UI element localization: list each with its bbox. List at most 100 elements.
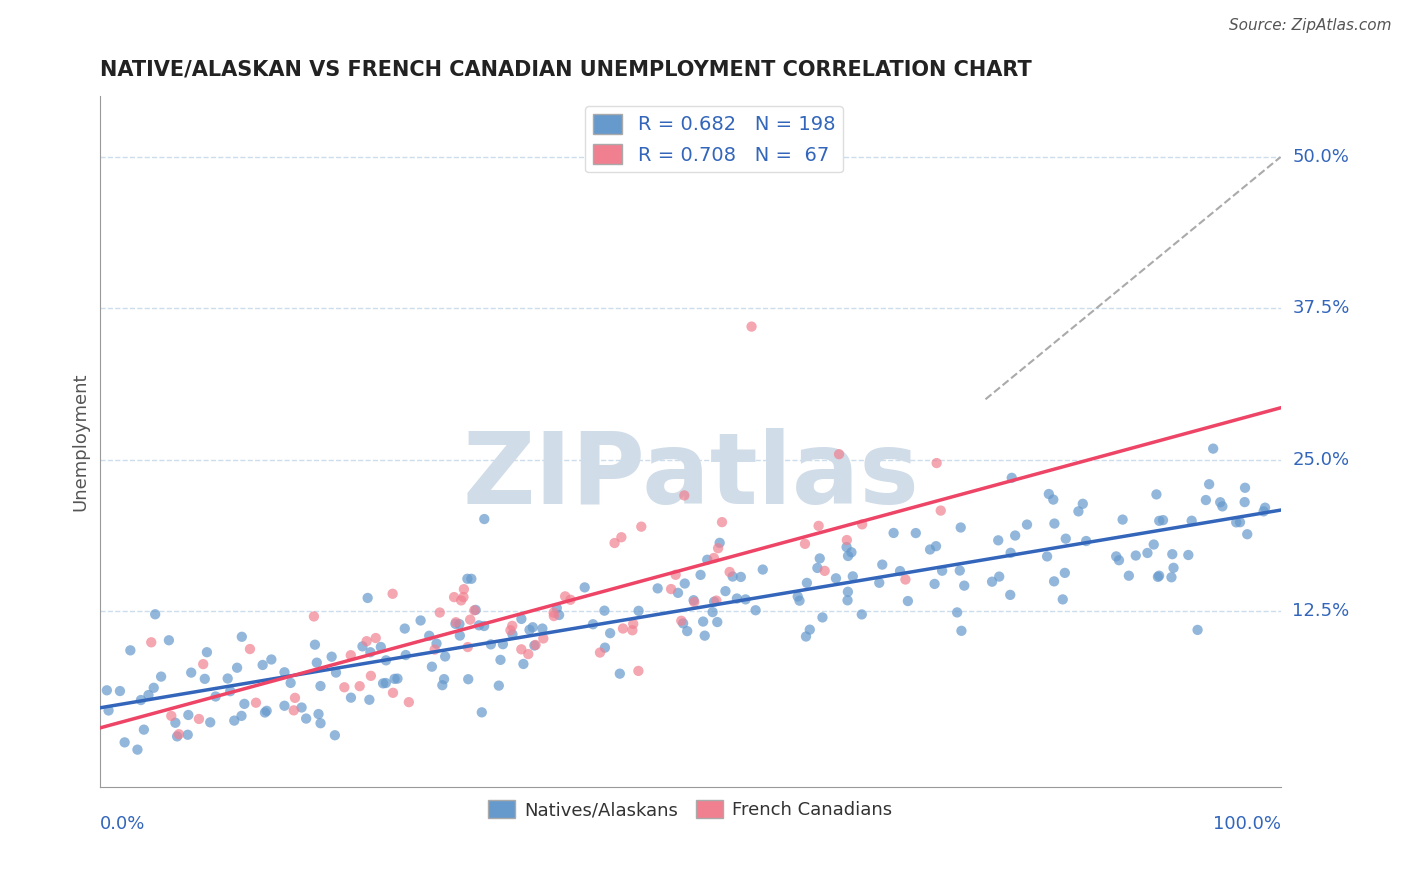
Point (1234, 481, 1257, 495)
Point (450, 593, 472, 607)
Point (1105, 549, 1128, 564)
Point (166, 730, 188, 744)
Point (837, 549, 859, 563)
Point (689, 568, 711, 582)
Point (273, 665, 295, 680)
Point (499, 624, 522, 638)
Point (546, 601, 568, 615)
Point (381, 686, 404, 700)
Point (120, 643, 142, 657)
Point (703, 551, 725, 566)
Point (1015, 517, 1038, 532)
Point (531, 632, 554, 646)
Point (245, 696, 267, 710)
Point (420, 659, 443, 673)
Point (799, 623, 821, 637)
Point (194, 672, 217, 686)
Y-axis label: Unemployment: Unemployment (72, 373, 89, 511)
Text: 12.5%: 12.5% (1292, 602, 1350, 620)
Point (195, 645, 218, 659)
Point (842, 569, 865, 583)
Point (96, 683, 118, 698)
Point (252, 657, 274, 672)
Point (460, 572, 482, 586)
Point (523, 639, 546, 653)
Point (709, 536, 731, 550)
Point (554, 590, 576, 604)
Point (253, 706, 276, 720)
Point (371, 676, 394, 690)
Point (304, 638, 326, 652)
Point (283, 703, 305, 717)
Point (1229, 515, 1251, 529)
Point (673, 488, 696, 502)
Text: 50.0%: 50.0% (1292, 148, 1350, 166)
Point (931, 564, 953, 578)
Point (224, 714, 246, 728)
Point (949, 520, 972, 534)
Point (352, 640, 374, 654)
Point (1042, 492, 1064, 507)
Point (256, 704, 278, 718)
Point (676, 624, 699, 639)
Point (825, 571, 848, 585)
Point (946, 606, 969, 620)
Point (1209, 495, 1232, 509)
Point (543, 609, 565, 624)
Point (471, 706, 494, 720)
Point (1143, 537, 1166, 551)
Point (308, 706, 330, 721)
Point (150, 670, 173, 684)
Point (665, 567, 688, 582)
Point (621, 624, 644, 638)
Point (359, 645, 381, 659)
Point (1118, 568, 1140, 582)
Point (808, 551, 831, 566)
Point (1198, 477, 1220, 491)
Point (418, 629, 440, 643)
Point (429, 606, 451, 620)
Point (453, 590, 475, 604)
Point (280, 676, 302, 690)
Point (356, 634, 378, 648)
Point (142, 681, 165, 695)
Point (231, 630, 253, 644)
Point (1043, 516, 1066, 531)
Point (702, 605, 724, 619)
Point (1052, 592, 1074, 607)
Point (434, 649, 457, 664)
Point (560, 592, 582, 607)
Point (835, 540, 858, 554)
Point (231, 709, 253, 723)
Point (472, 512, 495, 526)
Point (835, 533, 858, 547)
Point (458, 613, 481, 627)
Point (868, 575, 890, 590)
Point (707, 541, 730, 556)
Point (1147, 568, 1170, 582)
Point (1000, 588, 1022, 602)
Point (548, 607, 571, 622)
Point (97, 704, 120, 718)
Point (295, 712, 318, 726)
Point (883, 526, 905, 541)
Point (741, 319, 763, 334)
Point (988, 569, 1011, 583)
Point (725, 591, 748, 606)
Point (510, 612, 533, 626)
Text: ZIPatlas: ZIPatlas (463, 427, 920, 524)
Point (837, 584, 859, 599)
Point (472, 619, 495, 633)
Point (1053, 566, 1076, 580)
Point (489, 653, 512, 667)
Point (305, 656, 328, 670)
Point (609, 666, 631, 681)
Point (1152, 513, 1174, 527)
Point (1195, 493, 1218, 508)
Point (468, 618, 491, 632)
Point (1038, 487, 1060, 501)
Point (1144, 487, 1167, 501)
Point (1211, 500, 1233, 514)
Point (284, 690, 307, 705)
Point (889, 564, 911, 578)
